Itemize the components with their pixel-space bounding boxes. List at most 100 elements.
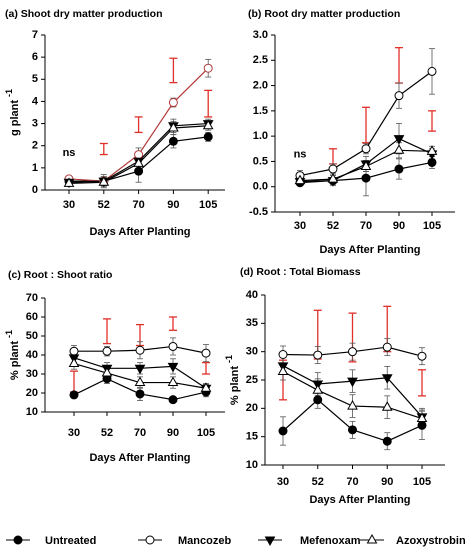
panel: (a) Shoot dry matter production 0 1 2 3 4 5 6 7 3… bbox=[4, 8, 225, 238]
panel-title: (a) Shoot dry matter production bbox=[5, 8, 163, 20]
y-tick-label: 4 bbox=[32, 95, 39, 107]
x-axis-label: Days After Planting bbox=[89, 452, 190, 464]
panel-title: (d) Root : Total Biomass bbox=[240, 266, 361, 278]
y-tick-label: 30 bbox=[26, 368, 38, 380]
marker bbox=[277, 365, 289, 375]
y-axis-label-text: g plant bbox=[9, 100, 21, 136]
marker bbox=[347, 400, 358, 410]
y-tick-label: 25 bbox=[246, 374, 258, 386]
x-axis-label: Days After Planting bbox=[89, 226, 190, 238]
y-axis-label-sup: -1 bbox=[4, 330, 14, 338]
marker bbox=[69, 390, 79, 400]
x-tick-label: 30 bbox=[294, 220, 306, 232]
x-tick-label: 105 bbox=[199, 199, 217, 211]
panel-title: (b) Root dry matter production bbox=[248, 8, 400, 20]
legend-label: Untreated bbox=[45, 535, 96, 547]
marker bbox=[168, 395, 178, 405]
marker bbox=[426, 145, 438, 155]
marker bbox=[347, 377, 358, 388]
legend-marker bbox=[13, 535, 23, 545]
x-tick-label: 52 bbox=[101, 427, 113, 439]
x-tick-label: 52 bbox=[312, 476, 324, 488]
y-tick-label: 7 bbox=[32, 29, 38, 41]
marker bbox=[202, 119, 214, 130]
marker bbox=[203, 132, 213, 142]
marker bbox=[98, 176, 110, 186]
marker bbox=[360, 160, 372, 170]
marker bbox=[167, 376, 179, 387]
marker bbox=[381, 374, 393, 384]
marker bbox=[427, 66, 437, 76]
marker bbox=[101, 367, 113, 377]
marker bbox=[203, 63, 213, 73]
y-axis-label: g plant -1 bbox=[4, 89, 21, 136]
x-tick-label: 70 bbox=[346, 476, 358, 488]
y-tick-label: 40 bbox=[246, 289, 258, 301]
y-tick-label: 2.0 bbox=[253, 79, 268, 91]
marker bbox=[393, 144, 405, 154]
x-axis-label: Days After Planting bbox=[319, 244, 420, 256]
marker bbox=[168, 121, 179, 132]
x-tick-label: 70 bbox=[134, 427, 146, 439]
x-tick-label: 70 bbox=[360, 220, 372, 232]
marker bbox=[417, 351, 427, 361]
y-tick-label: 60 bbox=[26, 311, 38, 323]
marker bbox=[382, 342, 392, 352]
x-tick-label: 90 bbox=[393, 220, 405, 232]
y-tick-label: 15 bbox=[246, 431, 258, 443]
marker bbox=[278, 426, 288, 436]
marker bbox=[394, 164, 404, 174]
legend-label: Mefenoxam bbox=[300, 535, 361, 547]
panel-title: (c) Root : Shoot ratio bbox=[8, 269, 112, 281]
legend-marker bbox=[145, 535, 155, 545]
marker bbox=[313, 395, 323, 405]
x-axis-label: Days After Planting bbox=[309, 494, 410, 506]
y-tick-label: 0.0 bbox=[253, 181, 268, 193]
y-axis-label: % plant -1 bbox=[224, 355, 241, 405]
marker bbox=[135, 389, 145, 399]
panel: (d) Root : Total Biomass 10 15 20 25 30 35 40 30… bbox=[224, 266, 445, 506]
y-axis-label-sup: -1 bbox=[4, 89, 14, 97]
marker bbox=[134, 364, 146, 375]
marker bbox=[133, 157, 144, 167]
x-tick-label: 90 bbox=[167, 199, 179, 211]
y-tick-label: 0.5 bbox=[253, 155, 268, 167]
y-tick-label: 1.5 bbox=[253, 105, 268, 117]
marker bbox=[381, 401, 393, 411]
marker bbox=[361, 173, 371, 183]
marker bbox=[328, 164, 338, 174]
marker bbox=[69, 346, 79, 356]
marker bbox=[68, 357, 80, 368]
y-tick-label: 0 bbox=[32, 184, 38, 196]
y-tick-label: 1.0 bbox=[253, 130, 268, 142]
marker bbox=[416, 412, 428, 423]
marker bbox=[134, 150, 144, 160]
marker bbox=[168, 98, 178, 108]
y-tick-label: 20 bbox=[246, 402, 258, 414]
marker bbox=[167, 362, 179, 373]
x-tick-label: 52 bbox=[327, 220, 339, 232]
marker bbox=[361, 144, 371, 154]
marker bbox=[348, 425, 357, 435]
y-tick-label: 3.0 bbox=[253, 29, 268, 41]
y-tick-label: 1 bbox=[32, 162, 38, 174]
marker bbox=[134, 376, 146, 387]
marker bbox=[348, 347, 357, 357]
y-axis-label: % plant -1 bbox=[4, 330, 21, 380]
marker bbox=[312, 384, 324, 394]
y-tick-label: 30 bbox=[246, 346, 258, 358]
annotation: ns bbox=[294, 149, 307, 161]
y-tick-label: 2 bbox=[32, 140, 38, 152]
y-tick-label: 35 bbox=[246, 317, 258, 329]
marker bbox=[393, 135, 405, 145]
y-tick-label: 40 bbox=[26, 349, 38, 361]
marker bbox=[201, 348, 211, 358]
y-axis-label-text: % plant bbox=[229, 366, 241, 405]
marker bbox=[135, 345, 145, 355]
x-tick-label: 70 bbox=[132, 199, 144, 211]
panel: (b) Root dry matter production -0.5 0.0 0.5… bbox=[248, 8, 455, 256]
y-tick-label: 50 bbox=[26, 330, 38, 342]
legend-marker bbox=[366, 533, 378, 544]
y-tick-label: 20 bbox=[26, 387, 38, 399]
x-tick-label: 105 bbox=[413, 476, 431, 488]
